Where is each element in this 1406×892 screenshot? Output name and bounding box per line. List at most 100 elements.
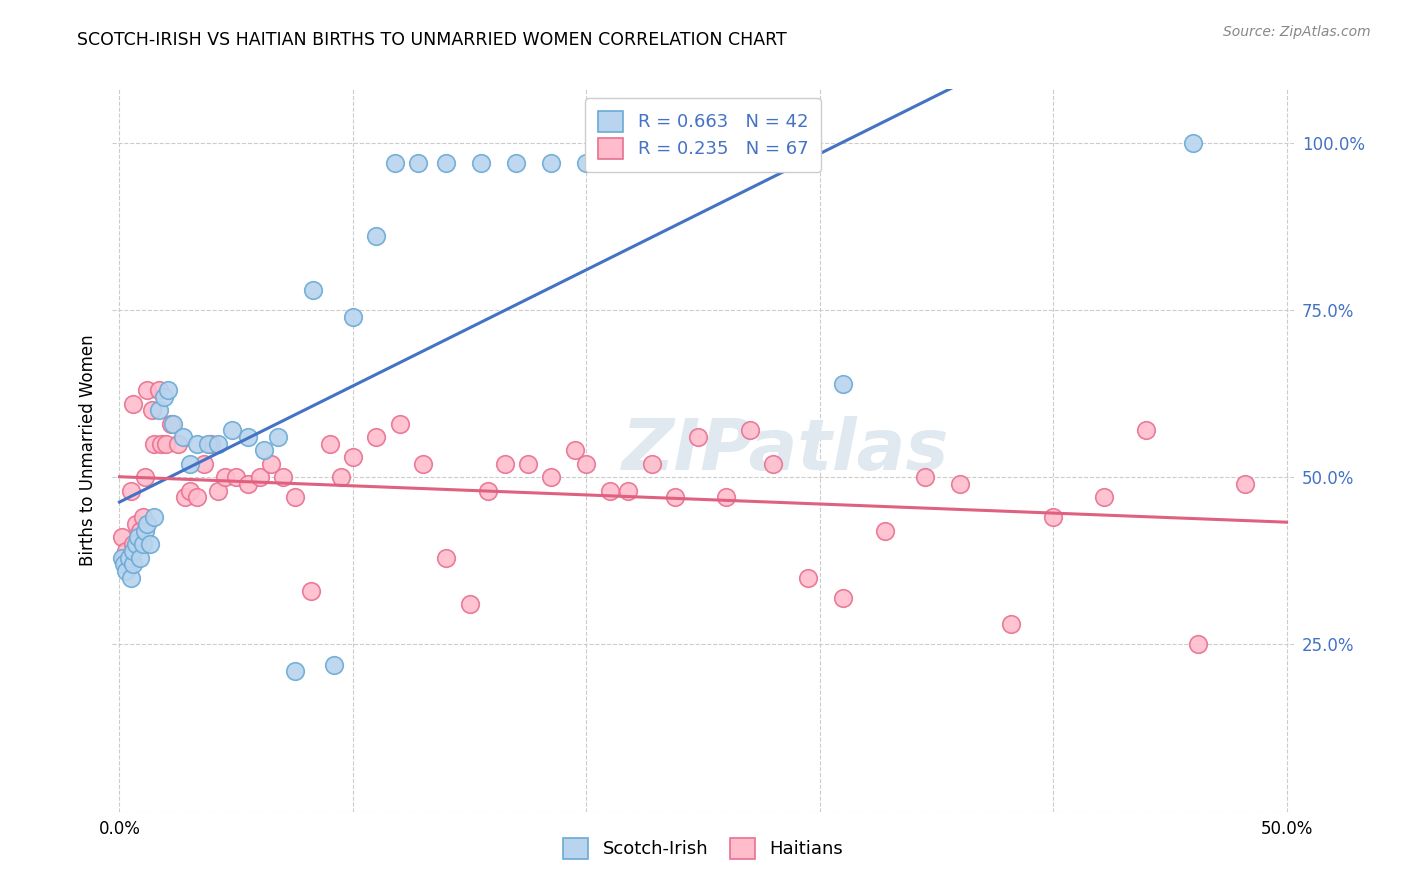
Point: [762, 457, 785, 471]
Point: [434, 550, 457, 565]
Point: [118, 550, 141, 565]
Text: ZIPatlas: ZIPatlas: [621, 416, 949, 485]
Point: [302, 283, 325, 297]
Point: [134, 470, 156, 484]
Point: [127, 537, 149, 551]
Point: [797, 571, 820, 585]
Point: [118, 557, 141, 572]
Point: [832, 376, 855, 391]
Point: [434, 156, 457, 170]
Point: [112, 557, 135, 572]
Point: [318, 436, 340, 450]
Point: [540, 470, 562, 484]
Point: [575, 156, 598, 170]
Point: [664, 491, 686, 505]
Point: [193, 457, 215, 471]
Point: [738, 424, 761, 438]
Point: [1135, 424, 1157, 438]
Point: [516, 457, 538, 471]
Point: [150, 436, 173, 450]
Legend: Scotch-Irish, Haitians: Scotch-Irish, Haitians: [553, 827, 853, 870]
Point: [157, 384, 180, 398]
Point: [179, 457, 201, 471]
Point: [236, 430, 259, 444]
Point: [129, 550, 152, 565]
Point: [125, 517, 148, 532]
Point: [716, 491, 738, 505]
Point: [253, 443, 276, 458]
Point: [505, 156, 527, 170]
Point: [914, 470, 936, 484]
Point: [132, 537, 155, 551]
Point: [186, 436, 208, 450]
Point: [342, 450, 364, 465]
Point: [406, 156, 429, 170]
Point: [120, 483, 142, 498]
Point: [949, 476, 972, 491]
Point: [153, 390, 176, 404]
Point: [323, 657, 346, 672]
Point: [120, 571, 142, 585]
Point: [249, 470, 271, 484]
Point: [207, 436, 229, 450]
Point: [540, 156, 562, 170]
Point: [271, 470, 294, 484]
Point: [366, 430, 388, 444]
Point: [166, 436, 188, 450]
Point: [127, 530, 149, 544]
Point: [477, 483, 499, 498]
Text: Source: ZipAtlas.com: Source: ZipAtlas.com: [1223, 25, 1371, 39]
Point: [412, 457, 434, 471]
Point: [214, 470, 236, 484]
Point: [179, 483, 201, 498]
Point: [173, 491, 195, 505]
Point: [155, 436, 177, 450]
Point: [299, 584, 322, 599]
Point: [132, 510, 155, 524]
Point: [111, 530, 134, 544]
Point: [873, 524, 896, 538]
Point: [458, 598, 481, 612]
Point: [1000, 617, 1022, 632]
Point: [260, 457, 283, 471]
Point: [186, 491, 208, 505]
Point: [342, 310, 364, 324]
Point: [330, 470, 353, 484]
Point: [139, 537, 162, 551]
Point: [225, 470, 247, 484]
Point: [1094, 491, 1116, 505]
Point: [283, 491, 305, 505]
Point: [1233, 476, 1256, 491]
Point: [122, 557, 145, 572]
Point: [122, 537, 145, 551]
Point: [1182, 136, 1205, 150]
Point: [143, 510, 166, 524]
Y-axis label: Births to Unmarried Women: Births to Unmarried Women: [79, 334, 97, 566]
Point: [564, 443, 586, 458]
Point: [575, 457, 598, 471]
Point: [1042, 510, 1064, 524]
Point: [115, 543, 138, 558]
Point: [143, 436, 166, 450]
Point: [172, 430, 194, 444]
Point: [236, 476, 259, 491]
Point: [366, 229, 388, 244]
Legend: R = 0.663   N = 42, R = 0.235   N = 67: R = 0.663 N = 42, R = 0.235 N = 67: [585, 98, 821, 171]
Point: [111, 550, 134, 565]
Point: [384, 156, 406, 170]
Point: [148, 403, 170, 417]
Point: [122, 396, 145, 410]
Point: [832, 591, 855, 605]
Point: [129, 524, 152, 538]
Point: [134, 524, 156, 538]
Point: [221, 424, 243, 438]
Point: [148, 384, 170, 398]
Point: [640, 457, 662, 471]
Point: [207, 483, 229, 498]
Point: [267, 430, 290, 444]
Point: [136, 384, 159, 398]
Point: [122, 543, 145, 558]
Text: SCOTCH-IRISH VS HAITIAN BIRTHS TO UNMARRIED WOMEN CORRELATION CHART: SCOTCH-IRISH VS HAITIAN BIRTHS TO UNMARR…: [77, 31, 787, 49]
Point: [162, 417, 184, 431]
Point: [112, 550, 135, 565]
